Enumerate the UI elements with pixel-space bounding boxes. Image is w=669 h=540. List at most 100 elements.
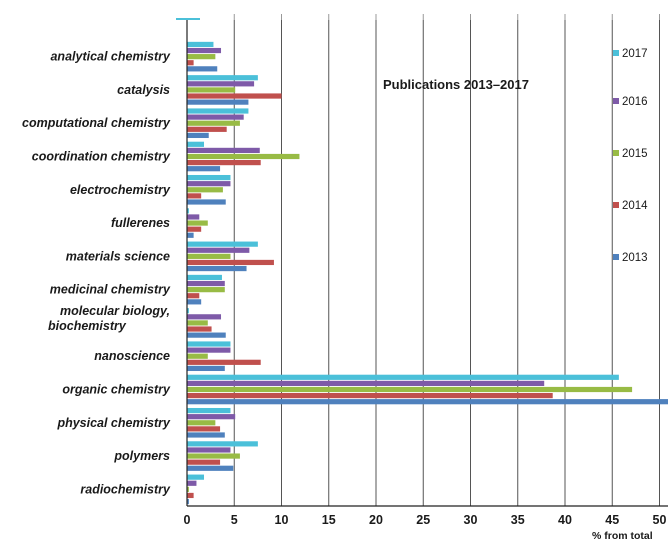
legend-swatch-2017 [613, 50, 619, 56]
legend-label-2015: 2015 [622, 148, 648, 160]
category-label: molecular biology, biochemistry [48, 304, 170, 333]
x-tick-label: 35 [511, 513, 525, 527]
category-label: fullerenes [111, 216, 170, 230]
bar-2013 [187, 132, 209, 139]
legend-swatch-2014 [613, 202, 619, 208]
bar-2015 [187, 187, 223, 193]
x-tick-label: 15 [322, 513, 336, 527]
bar-2016 [187, 347, 231, 353]
bar-2015 [187, 87, 236, 93]
bar-2015 [187, 386, 633, 393]
bar-2013 [187, 199, 226, 205]
x-axis-label: % from total [592, 530, 653, 540]
bar-2015 [187, 253, 231, 259]
chart-title: Publications 2013–2017 [383, 77, 529, 92]
bar-2013 [187, 66, 218, 72]
bar-2016 [187, 480, 197, 486]
category-label: computational chemistry [22, 116, 171, 130]
x-tick-label: 30 [464, 513, 478, 527]
bar-2013 [187, 332, 226, 338]
bar-2014 [187, 459, 221, 465]
bar-2017 [187, 474, 205, 480]
bar-2014 [187, 492, 194, 499]
bar-2015 [187, 353, 208, 359]
bar-2014 [187, 160, 261, 166]
legend: 2017 2016 2015 2014 2013 [613, 48, 648, 264]
bar-2015 [187, 486, 189, 492]
bar-2017 [187, 274, 222, 281]
legend-swatch-2015 [613, 150, 619, 156]
bar-2017 [187, 374, 619, 380]
bar-2014 [187, 393, 553, 399]
bar-2014 [187, 259, 274, 266]
category-label: nanoscience [94, 349, 170, 363]
bar-2016 [187, 247, 250, 253]
bar-2015 [187, 220, 208, 226]
bar-2015 [187, 54, 216, 60]
axes [176, 14, 668, 507]
bar-2015 [187, 120, 240, 126]
bar-2015 [187, 287, 225, 293]
bar-2014 [187, 359, 261, 365]
x-tick-label: 5 [231, 513, 238, 527]
category-label: organic chemistry [62, 383, 171, 397]
legend-swatch-2016 [613, 98, 619, 104]
bar-2013 [187, 299, 202, 305]
bar-2013 [187, 99, 249, 105]
bar-2014 [187, 93, 282, 99]
bar-2016 [187, 81, 255, 87]
bars [187, 41, 668, 505]
bar-2016 [187, 114, 244, 120]
bar-2016 [187, 147, 260, 153]
bar-2014 [187, 426, 221, 432]
category-label: radiochemistry [80, 482, 171, 496]
bar-2013 [187, 498, 189, 505]
x-tick-label: 25 [416, 513, 430, 527]
bar-2017 [187, 41, 214, 48]
bar-2017 [187, 441, 258, 447]
category-label: coordination chemistry [32, 150, 171, 164]
x-tick-label: 45 [605, 513, 619, 527]
bar-2013 [187, 399, 668, 405]
x-tick-label: 0 [184, 513, 191, 527]
bar-2017 [187, 141, 205, 147]
category-label: catalysis [117, 83, 170, 97]
x-tick-label: 50 [653, 513, 667, 527]
bar-2016 [187, 314, 222, 320]
bar-2014 [187, 293, 200, 299]
category-label: electrochemistry [70, 183, 171, 197]
bar-2017 [187, 407, 231, 414]
bar-2016 [187, 280, 225, 287]
category-label: medicinal chemistry [50, 283, 171, 297]
x-tick-label: 20 [369, 513, 383, 527]
category-label: physical chemistry [56, 416, 171, 430]
bar-2014 [187, 126, 227, 132]
bar-2017 [187, 75, 258, 81]
bar-2014 [187, 193, 202, 199]
legend-swatch-2013 [613, 254, 619, 260]
bar-2017 [187, 174, 231, 181]
bar-2017 [187, 108, 249, 114]
category-labels: analytical chemistry catalysis computation… [22, 50, 171, 497]
category-label: materials science [66, 249, 170, 263]
bar-2013 [187, 432, 225, 438]
bar-2015 [187, 320, 208, 326]
bar-2016 [187, 181, 231, 187]
legend-label-2017: 2017 [622, 48, 648, 60]
bar-2015 [187, 420, 216, 426]
bar-2014 [187, 60, 194, 66]
bar-2017 [187, 241, 258, 247]
bar-2015 [187, 453, 240, 459]
bar-2016 [187, 414, 236, 420]
bar-2015 [187, 153, 300, 160]
bar-2017 [187, 208, 189, 214]
bar-2016 [187, 47, 222, 54]
bar-2016 [187, 380, 545, 386]
bar-2014 [187, 326, 212, 332]
x-tick-labels: 0 5 10 15 20 25 30 35 40 45 50 [184, 513, 667, 527]
bar-2016 [187, 447, 231, 453]
x-tick-label: 40 [558, 513, 572, 527]
legend-label-2016: 2016 [622, 96, 648, 108]
category-label: analytical chemistry [50, 50, 171, 64]
bar-2017 [187, 308, 189, 314]
